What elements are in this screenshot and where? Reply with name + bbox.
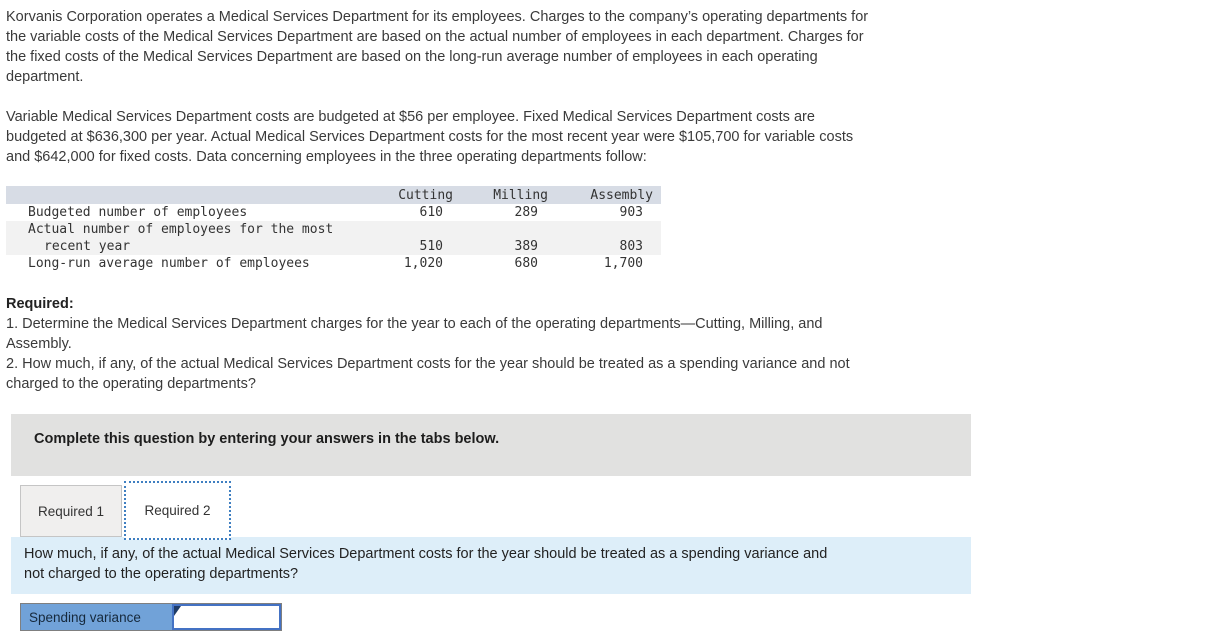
table-corner-cell xyxy=(6,186,386,204)
intro-paragraph-2: Variable Medical Services Department cos… xyxy=(6,109,854,165)
cell-value: 1,700 xyxy=(603,256,643,271)
tab-required-1[interactable]: Required 1 xyxy=(20,485,122,537)
intro-paragraph-1: Korvanis Corporation operates a Medical … xyxy=(6,9,869,85)
tab-label: Required 1 xyxy=(37,503,105,519)
spending-variance-label: Spending variance xyxy=(21,604,172,630)
cell-value xyxy=(556,221,661,238)
column-header-cutting: Cutting xyxy=(398,187,453,203)
spending-variance-input-cell xyxy=(172,604,281,630)
complete-question-banner: Complete this question by entering your … xyxy=(11,414,971,476)
required-section: Required: 1. Determine the Medical Servi… xyxy=(6,294,1215,394)
spending-variance-row: Spending variance xyxy=(20,603,282,631)
cell-value: 389 xyxy=(514,239,538,254)
row-label: Actual number of employees for the most xyxy=(28,222,334,237)
cell-value: 903 xyxy=(619,205,643,220)
row-label: Long-run average number of employees xyxy=(28,256,310,271)
required-item-2: 2. How much, if any, of the actual Medic… xyxy=(6,356,850,392)
banner-text: Complete this question by entering your … xyxy=(34,431,500,447)
column-header-milling: Milling xyxy=(493,187,548,203)
cell-value: 1,020 xyxy=(403,256,443,271)
table-row: recent year 510 389 803 xyxy=(6,238,661,255)
table-row: Long-run average number of employees 1,0… xyxy=(6,255,661,272)
tab-required-2[interactable]: Required 2 xyxy=(124,481,231,540)
spending-variance-input[interactable] xyxy=(172,604,281,630)
spending-variance-label-text: Spending variance xyxy=(29,609,141,625)
cell-value: 610 xyxy=(419,205,443,220)
cell-value: 803 xyxy=(619,239,643,254)
row-label-continued: recent year xyxy=(44,239,131,254)
tab-label: Required 2 xyxy=(144,503,211,518)
row-label: Budgeted number of employees xyxy=(28,205,248,220)
cell-value: 510 xyxy=(419,239,443,254)
table-row: Budgeted number of employees 610 289 903 xyxy=(6,204,661,221)
required-heading: Required: xyxy=(6,296,74,312)
cell-value xyxy=(386,221,461,238)
table-row: Actual number of employees for the most xyxy=(6,221,661,238)
required-item-1: 1. Determine the Medical Services Depart… xyxy=(6,316,823,352)
cell-value: 289 xyxy=(514,205,538,220)
question-panel: How much, if any, of the actual Medical … xyxy=(11,537,971,594)
column-header-assembly: Assembly xyxy=(590,187,653,203)
cell-value xyxy=(461,221,556,238)
employee-data-table: Cutting Milling Assembly Budgeted number… xyxy=(6,186,661,272)
tab-bar: Required 1 Required 2 xyxy=(20,481,1215,540)
cell-value: 680 xyxy=(514,256,538,271)
table-header-row: Cutting Milling Assembly xyxy=(6,186,661,204)
